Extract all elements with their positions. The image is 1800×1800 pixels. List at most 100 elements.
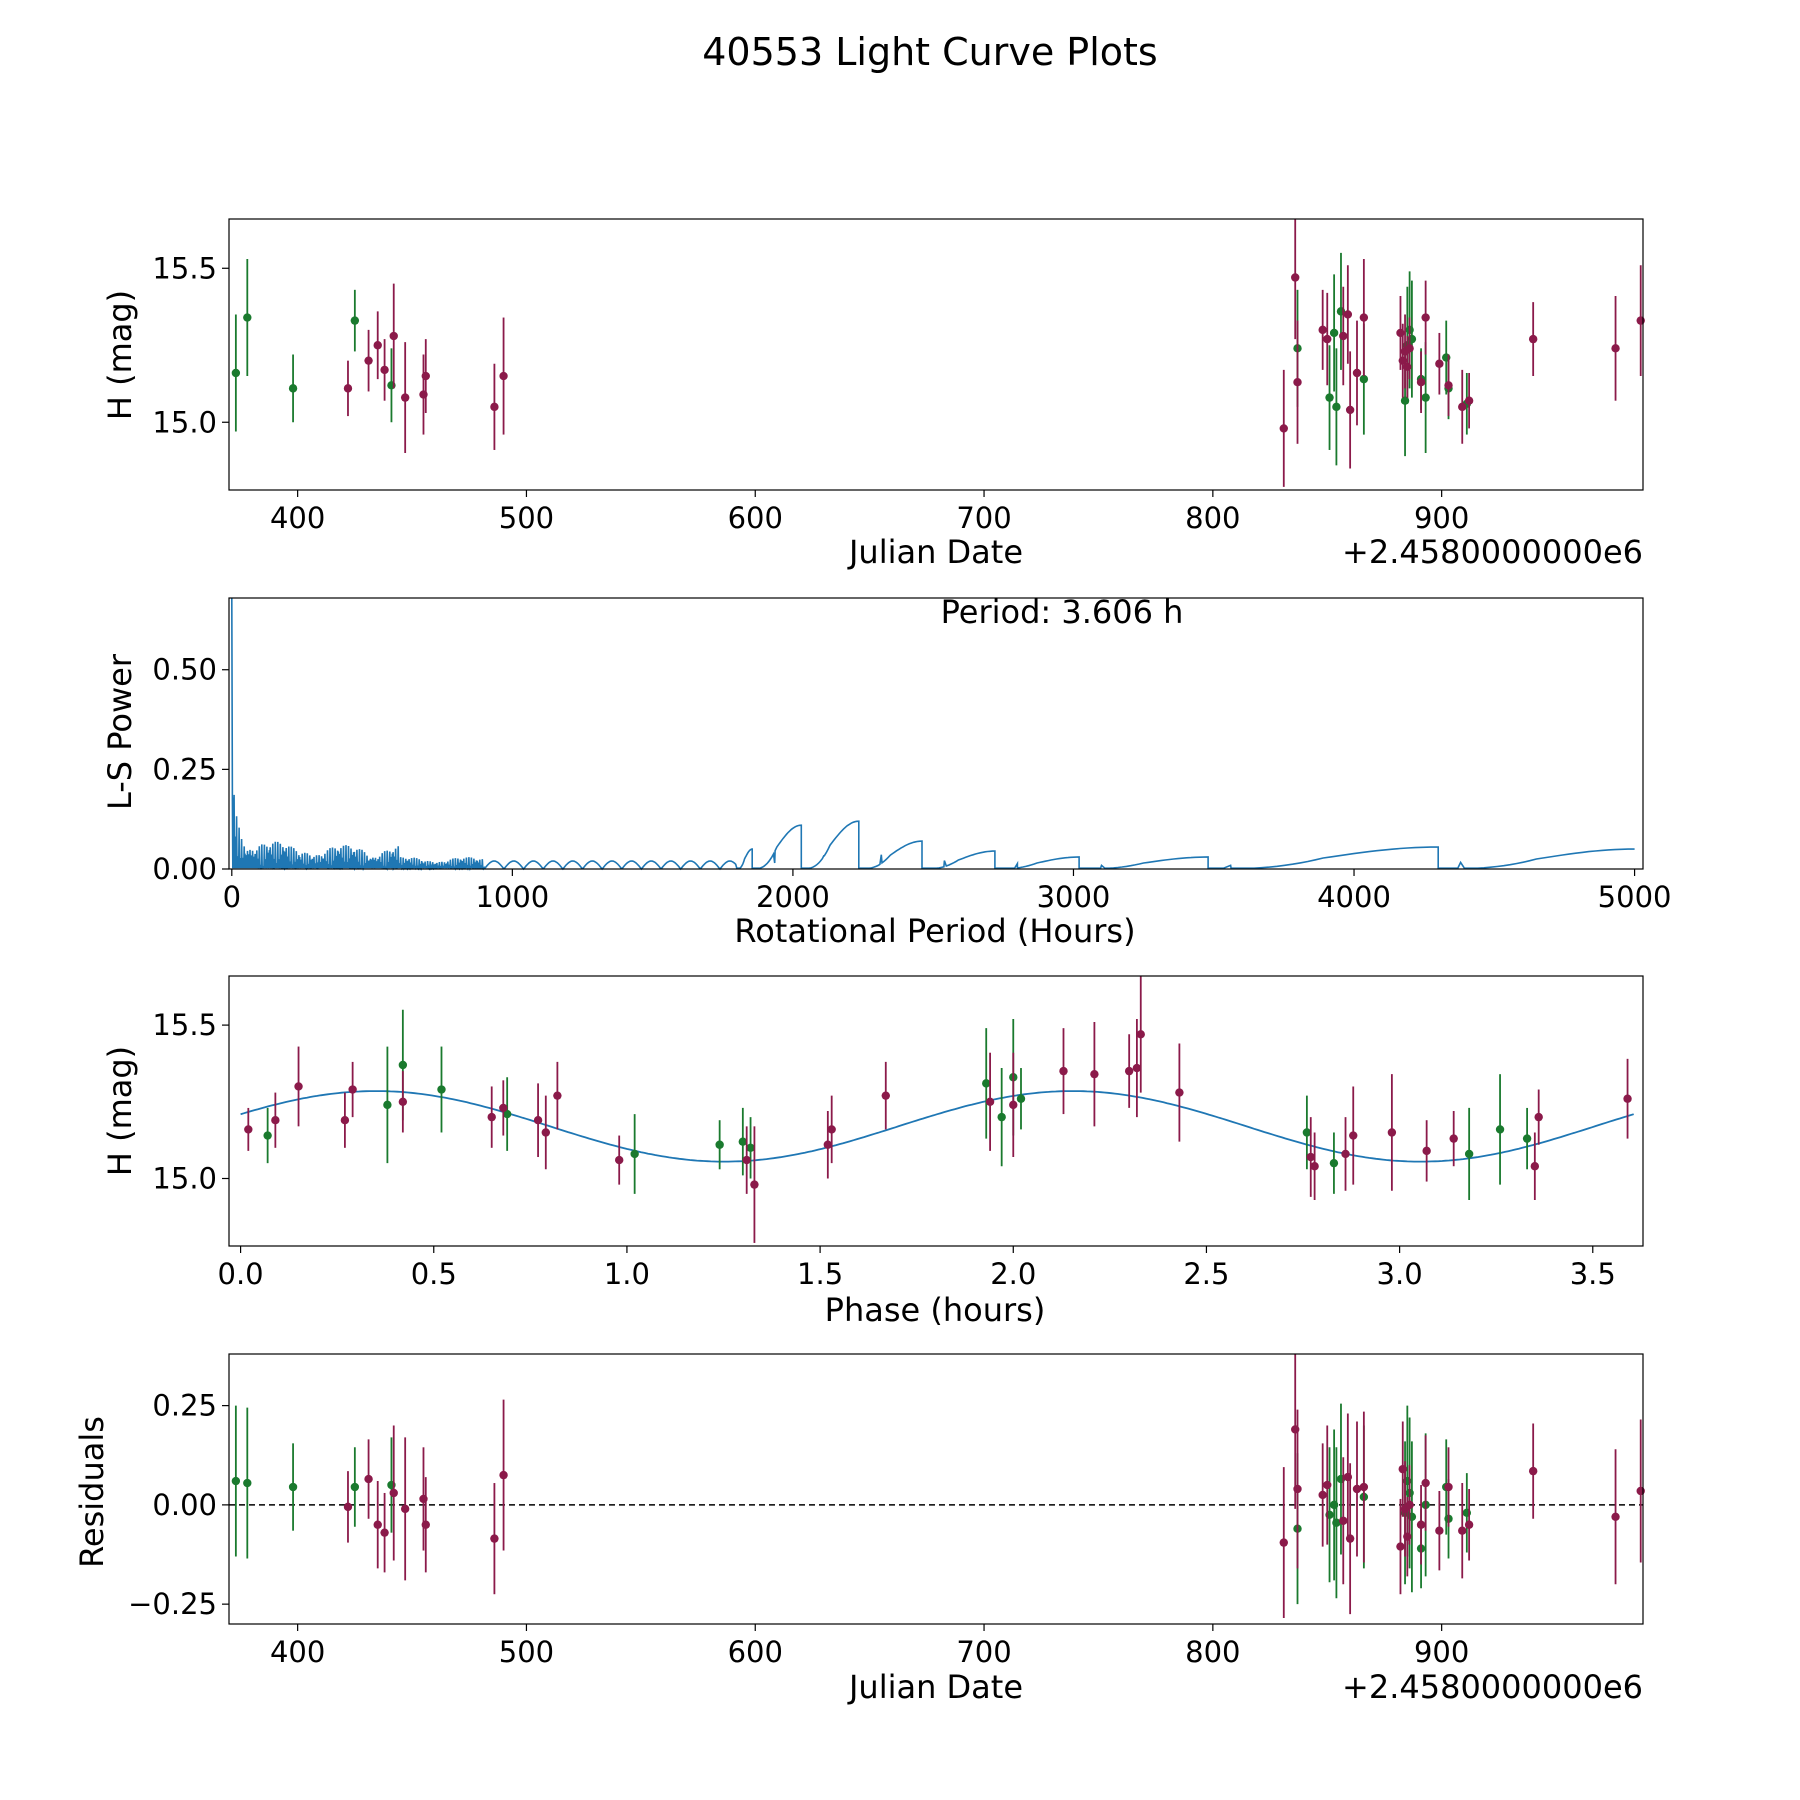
data-point	[1421, 393, 1430, 402]
residuals-offset: +2.4580000000e6	[1342, 1668, 1643, 1706]
data-point	[380, 1528, 389, 1537]
data-point	[1611, 344, 1620, 353]
data-point	[1059, 1066, 1068, 1076]
x-tick-label: 400	[270, 1635, 325, 1669]
data-point	[490, 402, 499, 412]
data-point	[421, 1520, 430, 1529]
data-point	[1530, 1162, 1540, 1171]
x-tick-label: 4000	[1317, 880, 1391, 914]
data-point	[340, 1116, 350, 1125]
data-point	[1444, 381, 1453, 390]
data-point	[1132, 1063, 1142, 1073]
data-point	[630, 1149, 639, 1159]
x-tick-label: 1.5	[797, 1257, 843, 1291]
data-point	[499, 1470, 508, 1480]
data-point	[1345, 405, 1355, 415]
x-tick-label: 2.0	[990, 1257, 1036, 1291]
x-tick-label: 500	[499, 501, 554, 535]
x-tick-label: 800	[1185, 1635, 1240, 1669]
data-point	[383, 1100, 392, 1110]
data-point	[1090, 1069, 1099, 1079]
data-point	[1359, 374, 1369, 384]
data-point	[1636, 1486, 1645, 1496]
lightcurve-ylabel: H (mag)	[101, 290, 139, 420]
data-point	[985, 1097, 995, 1106]
data-point	[881, 1091, 890, 1100]
data-point	[1352, 1484, 1362, 1494]
lightcurve-panel: 400 500 600 700 800 900 15.0 15.5 Julian Date H…	[101, 218, 1645, 571]
x-tick-label: 3.5	[1570, 1257, 1616, 1291]
data-point	[421, 371, 430, 381]
x-tick-label: 600	[728, 1635, 783, 1669]
x-tick-label: 0.0	[218, 1257, 264, 1291]
data-point	[350, 1482, 360, 1492]
data-point	[1464, 1520, 1474, 1529]
data-point	[1343, 310, 1353, 319]
data-point	[1329, 1158, 1339, 1168]
data-point	[1528, 334, 1538, 344]
data-point	[263, 1131, 272, 1140]
data-point	[1435, 359, 1444, 368]
data-point	[533, 1116, 543, 1125]
data-point	[541, 1128, 550, 1137]
data-point	[1405, 1500, 1414, 1510]
x-tick-label: 500	[499, 1635, 554, 1669]
data-point	[389, 1488, 398, 1498]
data-point	[1636, 316, 1645, 325]
data-point	[294, 1082, 303, 1091]
x-tick-label: 0	[223, 880, 241, 914]
data-point	[1345, 1534, 1355, 1543]
x-tick-label: 2.5	[1183, 1257, 1229, 1291]
data-point	[398, 1060, 408, 1070]
data-point	[1387, 1128, 1397, 1137]
x-tick-label: 700	[956, 1635, 1011, 1669]
data-point	[1458, 1526, 1467, 1535]
data-point	[1359, 1482, 1369, 1492]
periodogram-marks	[231, 597, 1635, 872]
y-tick-label: 0.00	[152, 852, 217, 886]
data-point	[746, 1143, 755, 1153]
data-point	[364, 356, 373, 365]
lightcurve-offset: +2.4580000000e6	[1342, 533, 1643, 571]
data-point	[243, 313, 252, 322]
data-point	[1279, 424, 1288, 433]
data-point	[1293, 378, 1302, 387]
phased-xlabel: Phase (hours)	[825, 1291, 1046, 1329]
data-point	[715, 1140, 724, 1149]
x-tick-label: 3000	[1037, 880, 1111, 914]
data-point	[553, 1091, 562, 1100]
residuals-ylabel: Residuals	[73, 1416, 111, 1568]
data-point	[499, 371, 508, 381]
data-point	[348, 1085, 357, 1094]
data-point	[502, 1109, 512, 1119]
data-point	[738, 1137, 748, 1146]
lightcurve-xlabel: Julian Date	[847, 533, 1023, 571]
x-tick-label: 2000	[756, 880, 830, 914]
figure-title: 40553 Light Curve Plots	[702, 30, 1157, 74]
y-tick-label: 0.25	[152, 1389, 217, 1423]
data-point	[742, 1155, 751, 1165]
y-tick-label: 15.0	[152, 405, 217, 439]
data-point	[244, 1125, 253, 1134]
data-point	[373, 341, 382, 350]
data-point	[1611, 1512, 1620, 1521]
data-point	[1339, 331, 1348, 341]
data-point	[1310, 1162, 1319, 1171]
data-point	[750, 1180, 759, 1189]
periodogram-annotation: Period: 3.606 h	[941, 593, 1184, 631]
data-point	[1009, 1100, 1018, 1110]
x-tick-label: 600	[728, 501, 783, 535]
data-point	[1306, 1152, 1315, 1162]
data-point	[288, 1482, 298, 1492]
data-point	[271, 1116, 280, 1125]
residuals-marks	[229, 1354, 1645, 1619]
x-tick-label: 800	[1185, 501, 1240, 535]
residuals-panel: 400 500 600 700 800 900 −0.25 0.00 0.25 Julian D…	[73, 1353, 1645, 1706]
phased-marks	[240, 976, 1634, 1243]
phased-ylabel: H (mag)	[101, 1046, 139, 1176]
data-point	[1416, 378, 1426, 387]
data-point	[231, 368, 241, 378]
data-point	[1495, 1125, 1505, 1134]
data-point	[1421, 313, 1430, 322]
